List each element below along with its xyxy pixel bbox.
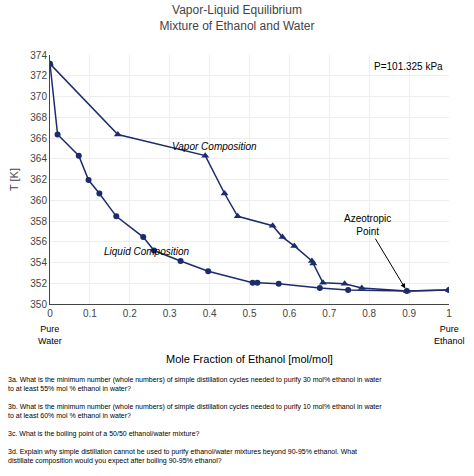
svg-text:3d. Explain why simple distill: 3d. Explain why simple distillation cann… [8,448,357,456]
svg-text:to at least 55% mol % ethanol: to at least 55% mol % ethanol in water? [8,385,131,392]
svg-text:AzeotropicPoint: AzeotropicPoint [344,213,391,237]
svg-text:0: 0 [47,308,53,319]
svg-text:P=101.325 kPa: P=101.325 kPa [374,61,443,72]
svg-text:Mole Fraction of Ethanol [mol/: Mole Fraction of Ethanol [mol/mol] [166,353,333,365]
svg-text:0.2: 0.2 [123,308,137,319]
svg-text:0.6: 0.6 [282,308,296,319]
svg-text:Liquid Composition: Liquid Composition [104,246,189,257]
svg-text:372: 372 [30,70,47,81]
svg-text:0.5: 0.5 [243,308,257,319]
svg-text:374: 374 [30,50,47,61]
svg-text:354: 354 [30,257,47,268]
svg-text:3c. What is the boiling point: 3c. What is the boiling point of a 50/50… [8,430,200,438]
svg-text:0.4: 0.4 [203,308,217,319]
svg-text:T [K]: T [K] [8,168,20,191]
svg-text:362: 362 [30,174,47,185]
svg-text:350: 350 [30,299,47,310]
svg-text:1: 1 [446,308,452,319]
svg-text:364: 364 [30,153,47,164]
svg-text:360: 360 [30,195,47,206]
svg-text:0.3: 0.3 [163,308,177,319]
svg-text:366: 366 [30,133,47,144]
svg-text:3a. What is the minimum number: 3a. What is the minimum number (whole nu… [8,376,382,384]
svg-text:0.9: 0.9 [402,308,416,319]
svg-text:Vapor Composition: Vapor Composition [172,141,257,152]
svg-text:356: 356 [30,236,47,247]
svg-text:0.7: 0.7 [322,308,336,319]
svg-text:PureWater: PureWater [38,324,62,346]
svg-text:PureEthanol: PureEthanol [434,324,465,346]
svg-text:370: 370 [30,91,47,102]
svg-text:distillate composition would y: distillate composition would you expect … [8,457,222,465]
svg-text:3b. What is the minimum number: 3b. What is the minimum number (whole nu… [8,403,382,411]
svg-text:358: 358 [30,216,47,227]
svg-text:352: 352 [30,278,47,289]
svg-text:368: 368 [30,112,47,123]
svg-text:Vapor-Liquid EquilibriumMixtur: Vapor-Liquid EquilibriumMixture of Ethan… [160,3,315,33]
svg-text:0.8: 0.8 [362,308,376,319]
svg-text:to at least 60% mol % ethanol: to at least 60% mol % ethanol in water? [8,412,131,419]
svg-text:0.1: 0.1 [83,308,97,319]
